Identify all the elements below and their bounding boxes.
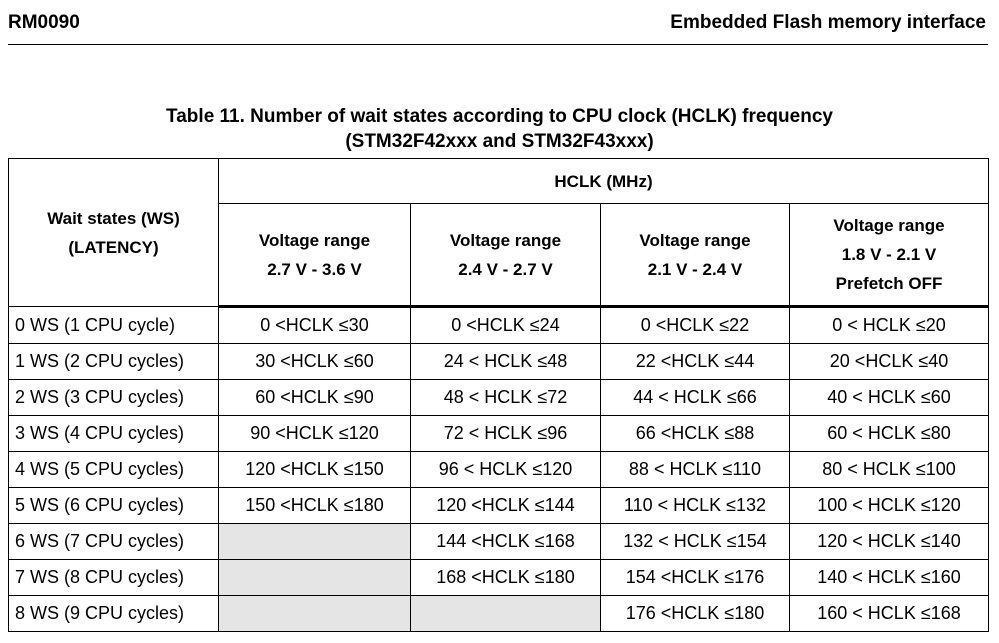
table-cell: 168 <HCLK ≤180	[410, 559, 601, 596]
table-cell: 0 <HCLK ≤24	[410, 306, 601, 344]
table-cell: 176 <HCLK ≤180	[600, 595, 790, 632]
wait-states-header-line2: (LATENCY)	[68, 237, 159, 257]
voltage-range-header: Voltage range 2.7 V - 3.6 V	[218, 203, 411, 308]
table-cell: 0 <HCLK ≤30	[218, 306, 411, 344]
table-cell: 48 < HCLK ≤72	[410, 379, 601, 416]
table-row: 4 WS (5 CPU cycles) 120 <HCLK ≤150 96 < …	[8, 451, 990, 488]
table-cell: 140 < HCLK ≤160	[788, 559, 990, 596]
row-label: 3 WS (4 CPU cycles)	[8, 415, 219, 452]
wait-states-table: Wait states (WS) (LATENCY) HCLK (MHz) Vo…	[8, 158, 990, 632]
empty-cell	[218, 523, 411, 560]
table-row: 2 WS (3 CPU cycles) 60 <HCLK ≤90 48 < HC…	[8, 379, 990, 416]
table-cell: 72 < HCLK ≤96	[410, 415, 601, 452]
table-cell: 90 <HCLK ≤120	[218, 415, 411, 452]
section-title: Embedded Flash memory interface	[670, 12, 986, 33]
table-caption-line2: (STM32F42xxx and STM32F43xxx)	[345, 131, 654, 152]
table-cell: 88 < HCLK ≤110	[600, 451, 790, 488]
table-cell: 80 < HCLK ≤100	[788, 451, 990, 488]
table-cell: 110 < HCLK ≤132	[600, 487, 790, 524]
table-cell: 44 < HCLK ≤66	[600, 379, 790, 416]
table-cell: 132 < HCLK ≤154	[600, 523, 790, 560]
table-cell: 144 <HCLK ≤168	[410, 523, 601, 560]
empty-cell	[218, 559, 411, 596]
table-row: 7 WS (8 CPU cycles) 168 <HCLK ≤180 154 <…	[8, 559, 990, 596]
document-id: RM0090	[8, 12, 80, 33]
table-cell: 66 <HCLK ≤88	[600, 415, 790, 452]
voltage-range-header: Voltage range 2.1 V - 2.4 V	[600, 203, 790, 308]
table-cell: 120 <HCLK ≤150	[218, 451, 411, 488]
row-label: 4 WS (5 CPU cycles)	[8, 451, 219, 488]
table-cell: 120 < HCLK ≤140	[788, 523, 990, 560]
row-label: 1 WS (2 CPU cycles)	[8, 343, 219, 380]
row-label: 6 WS (7 CPU cycles)	[8, 523, 219, 560]
table-cell: 150 <HCLK ≤180	[218, 487, 411, 524]
hclk-header: HCLK (MHz)	[217, 158, 990, 204]
row-label: 2 WS (3 CPU cycles)	[8, 379, 219, 416]
table-cell: 120 <HCLK ≤144	[410, 487, 601, 524]
table-cell: 30 <HCLK ≤60	[218, 343, 411, 380]
table-row: 8 WS (9 CPU cycles) 176 <HCLK ≤180 160 <…	[8, 595, 990, 632]
wait-states-header-line1: Wait states (WS)	[47, 208, 180, 228]
empty-cell	[218, 595, 411, 632]
table-cell: 24 < HCLK ≤48	[410, 343, 601, 380]
row-label: 0 WS (1 CPU cycle)	[8, 306, 219, 344]
table-cell: 22 <HCLK ≤44	[600, 343, 790, 380]
table-cell: 20 <HCLK ≤40	[788, 343, 990, 380]
voltage-range-header: Voltage range 2.4 V - 2.7 V	[410, 203, 601, 308]
empty-cell	[410, 595, 601, 632]
table-cell: 60 <HCLK ≤90	[218, 379, 411, 416]
table-caption-line1: Table 11. Number of wait states accordin…	[166, 106, 833, 127]
table-row: 3 WS (4 CPU cycles) 90 <HCLK ≤120 72 < H…	[8, 415, 990, 452]
row-label: 5 WS (6 CPU cycles)	[8, 487, 219, 524]
table-cell: 160 < HCLK ≤168	[788, 595, 990, 632]
page-header: RM0090 Embedded Flash memory interface	[8, 10, 988, 45]
table-cell: 154 <HCLK ≤176	[600, 559, 790, 596]
wait-states-header: Wait states (WS) (LATENCY)	[8, 158, 219, 307]
table-row: 1 WS (2 CPU cycles) 30 <HCLK ≤60 24 < HC…	[8, 343, 990, 380]
table-cell: 96 < HCLK ≤120	[410, 451, 601, 488]
table-cell: 0 < HCLK ≤20	[788, 306, 990, 344]
table-cell: 60 < HCLK ≤80	[788, 415, 990, 452]
voltage-range-header: Voltage range 1.8 V - 2.1 V Prefetch OFF	[788, 203, 990, 308]
table-row: 5 WS (6 CPU cycles) 150 <HCLK ≤180 120 <…	[8, 487, 990, 524]
table-cell: 100 < HCLK ≤120	[788, 487, 990, 524]
table-cell: 0 <HCLK ≤22	[600, 306, 790, 344]
row-label: 7 WS (8 CPU cycles)	[8, 559, 219, 596]
table-cell: 40 < HCLK ≤60	[788, 379, 990, 416]
row-label: 8 WS (9 CPU cycles)	[8, 595, 219, 632]
table-row: 6 WS (7 CPU cycles) 144 <HCLK ≤168 132 <…	[8, 523, 990, 560]
table-row: 0 WS (1 CPU cycle) 0 <HCLK ≤30 0 <HCLK ≤…	[8, 306, 990, 344]
